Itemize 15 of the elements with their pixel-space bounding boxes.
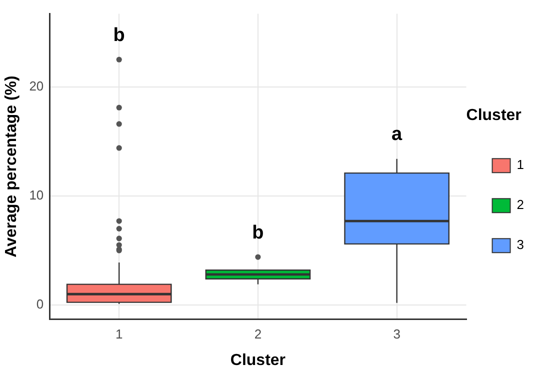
- annotation: b: [113, 24, 125, 46]
- y-tick-label: 0: [36, 296, 44, 312]
- legend-label: 3: [516, 237, 524, 252]
- legend-label: 1: [516, 157, 524, 172]
- x-tick-label: 2: [254, 326, 262, 342]
- y-axis-title: Average percentage (%): [3, 76, 20, 258]
- y-tick-label: 10: [29, 188, 44, 203]
- x-axis-title: Cluster: [230, 352, 286, 369]
- x-tick-label: 1: [115, 326, 123, 342]
- legend-label: 2: [516, 197, 524, 212]
- y-tick-label: 20: [29, 78, 44, 94]
- annotation: a: [392, 124, 403, 146]
- legend-title: Cluster: [466, 106, 522, 124]
- annotation: b: [252, 222, 264, 244]
- x-tick-label: 3: [393, 326, 400, 342]
